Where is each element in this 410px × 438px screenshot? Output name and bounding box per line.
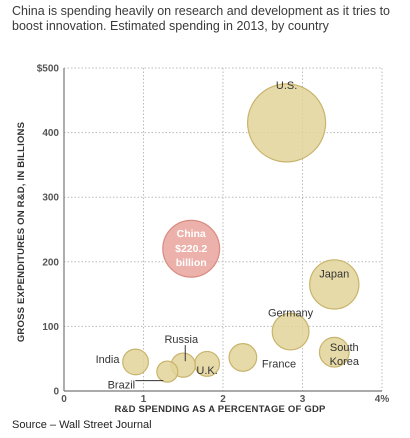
- bubble-france: [228, 343, 258, 372]
- bubble-label: Brazil: [108, 380, 136, 392]
- bubble-india: [122, 348, 149, 376]
- bubble-label: billion: [176, 257, 207, 269]
- x-tick-label: 4%: [375, 394, 390, 405]
- y-tick-label: 400: [42, 128, 59, 139]
- bubble-brazil: [156, 360, 179, 383]
- bubble-japan: [309, 259, 360, 310]
- bubble-label: South: [330, 342, 359, 354]
- y-tick-label: 100: [42, 322, 59, 333]
- bubble-label: Japan: [319, 268, 349, 280]
- x-axis-title: R&D SPENDING AS A PERCENTAGE OF GDP: [114, 404, 326, 415]
- bubble-label: $220.2: [175, 243, 207, 255]
- bubble-label: U.K.: [196, 365, 217, 377]
- y-axis-title: GROSS EXPENDITURES ON R&D, IN BILLIONS: [16, 122, 27, 342]
- y-tick-label: 0: [53, 387, 59, 398]
- bubble-label: Russia: [164, 334, 199, 346]
- y-tick-label: 200: [42, 257, 59, 268]
- bubble-south-korea: [318, 336, 350, 368]
- bubble-labels: U.S. China $220.2 billion Japan Germany South K…: [96, 80, 360, 392]
- x-tick-label: 1: [141, 394, 147, 405]
- bubble-label: Germany: [268, 308, 314, 320]
- y-tick-label: $500: [37, 64, 60, 75]
- bubble-label: India: [96, 354, 121, 366]
- bubble-germany: [271, 312, 310, 351]
- chart-subtitle: China is spending heavily on research an…: [12, 4, 390, 33]
- x-tick-label: 0: [61, 394, 67, 405]
- bubbles: [122, 83, 360, 383]
- bubble-label: France: [262, 358, 296, 370]
- y-tick-label: 300: [42, 193, 59, 204]
- x-tick-label: 2: [220, 394, 226, 405]
- bubble-u-s: [247, 83, 327, 163]
- bubble-china: [162, 219, 221, 278]
- bubble-label: China: [177, 228, 206, 240]
- source-note: Source – Wall Street Journal: [12, 419, 152, 431]
- bubble-label: Korea: [330, 356, 360, 368]
- bubble-chart: 0 100 200 300 400 $500 0 1 2 3 4% U.S. China $220.2 b…: [16, 64, 390, 416]
- x-tick-label: 3: [300, 394, 306, 405]
- axes: 0 100 200 300 400 $500 0 1 2 3 4%: [37, 64, 390, 406]
- bubble-label: U.S.: [276, 80, 297, 92]
